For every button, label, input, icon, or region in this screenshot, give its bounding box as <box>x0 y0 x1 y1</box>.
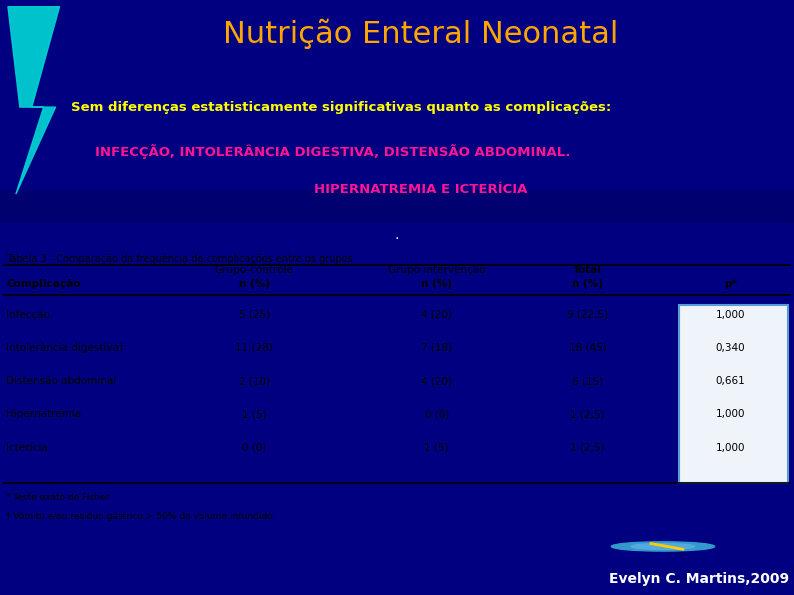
Text: 18 (45): 18 (45) <box>569 343 607 353</box>
Circle shape <box>611 542 715 551</box>
Text: 0,340: 0,340 <box>715 343 746 353</box>
Text: 4 (20): 4 (20) <box>421 310 453 320</box>
Text: 9 (22,5): 9 (22,5) <box>567 310 608 320</box>
FancyBboxPatch shape <box>679 305 788 484</box>
Text: 1 (5): 1 (5) <box>242 409 266 419</box>
Polygon shape <box>8 7 60 194</box>
Text: Complicação: Complicação <box>6 279 81 289</box>
Text: p*: p* <box>724 279 737 289</box>
Text: 7 (18): 7 (18) <box>421 343 453 353</box>
Text: Distensão abdominal: Distensão abdominal <box>6 376 117 386</box>
Text: INFECÇÃO, INTOLERÂNCIA DIGESTIVA, DISTENSÃO ABDOMINAL.: INFECÇÃO, INTOLERÂNCIA DIGESTIVA, DISTEN… <box>95 144 571 159</box>
Text: Evelyn C. Martins,2009: Evelyn C. Martins,2009 <box>609 572 788 586</box>
Text: † Vômito e/ou resíduo gástrico > 50% do volume infundido.: † Vômito e/ou resíduo gástrico > 50% do … <box>6 511 276 521</box>
Text: 0 (0): 0 (0) <box>242 443 266 453</box>
Text: Icterícia: Icterícia <box>6 443 48 453</box>
Text: Total: Total <box>573 265 602 275</box>
Text: 1 (5): 1 (5) <box>425 443 449 453</box>
Text: Intolerância digestiva†: Intolerância digestiva† <box>6 343 125 353</box>
Text: 2 (10): 2 (10) <box>238 376 270 386</box>
Text: n (%): n (%) <box>572 279 603 289</box>
Text: Sem diferenças estatisticamente significativas quanto as complicações:: Sem diferenças estatisticamente signific… <box>71 101 611 114</box>
Text: Hipernatremia: Hipernatremia <box>6 409 82 419</box>
Text: 1 (2,5): 1 (2,5) <box>570 409 605 419</box>
Text: n (%): n (%) <box>238 279 270 289</box>
Bar <box>0 190 794 223</box>
Circle shape <box>631 544 695 549</box>
Text: 1,000: 1,000 <box>715 310 746 320</box>
Text: 1,000: 1,000 <box>715 443 746 453</box>
Text: n (%): n (%) <box>421 279 453 289</box>
Text: .: . <box>395 228 399 242</box>
Text: 1,000: 1,000 <box>715 409 746 419</box>
Text: Nutrição Enteral Neonatal: Nutrição Enteral Neonatal <box>223 18 619 49</box>
Text: Infecção: Infecção <box>6 310 50 320</box>
Text: Grupo intervenção: Grupo intervenção <box>388 265 485 275</box>
Text: HIPERNATREMIA E ICTERÍCIA: HIPERNATREMIA E ICTERÍCIA <box>314 183 527 196</box>
Text: 6 (15): 6 (15) <box>572 376 603 386</box>
Text: 11 (28): 11 (28) <box>235 343 273 353</box>
Text: Grupo-controle: Grupo-controle <box>214 265 294 275</box>
Text: Tabela 3 - Comparação da frequência de complicações entre os grupos: Tabela 3 - Comparação da frequência de c… <box>6 254 353 264</box>
Text: 0 (0): 0 (0) <box>425 409 449 419</box>
Text: 5 (25): 5 (25) <box>238 310 270 320</box>
Text: 1 (2,5): 1 (2,5) <box>570 443 605 453</box>
Text: 0,661: 0,661 <box>715 376 746 386</box>
Text: * Teste exato de Fisher.: * Teste exato de Fisher. <box>6 493 111 502</box>
Text: 4 (20): 4 (20) <box>421 376 453 386</box>
